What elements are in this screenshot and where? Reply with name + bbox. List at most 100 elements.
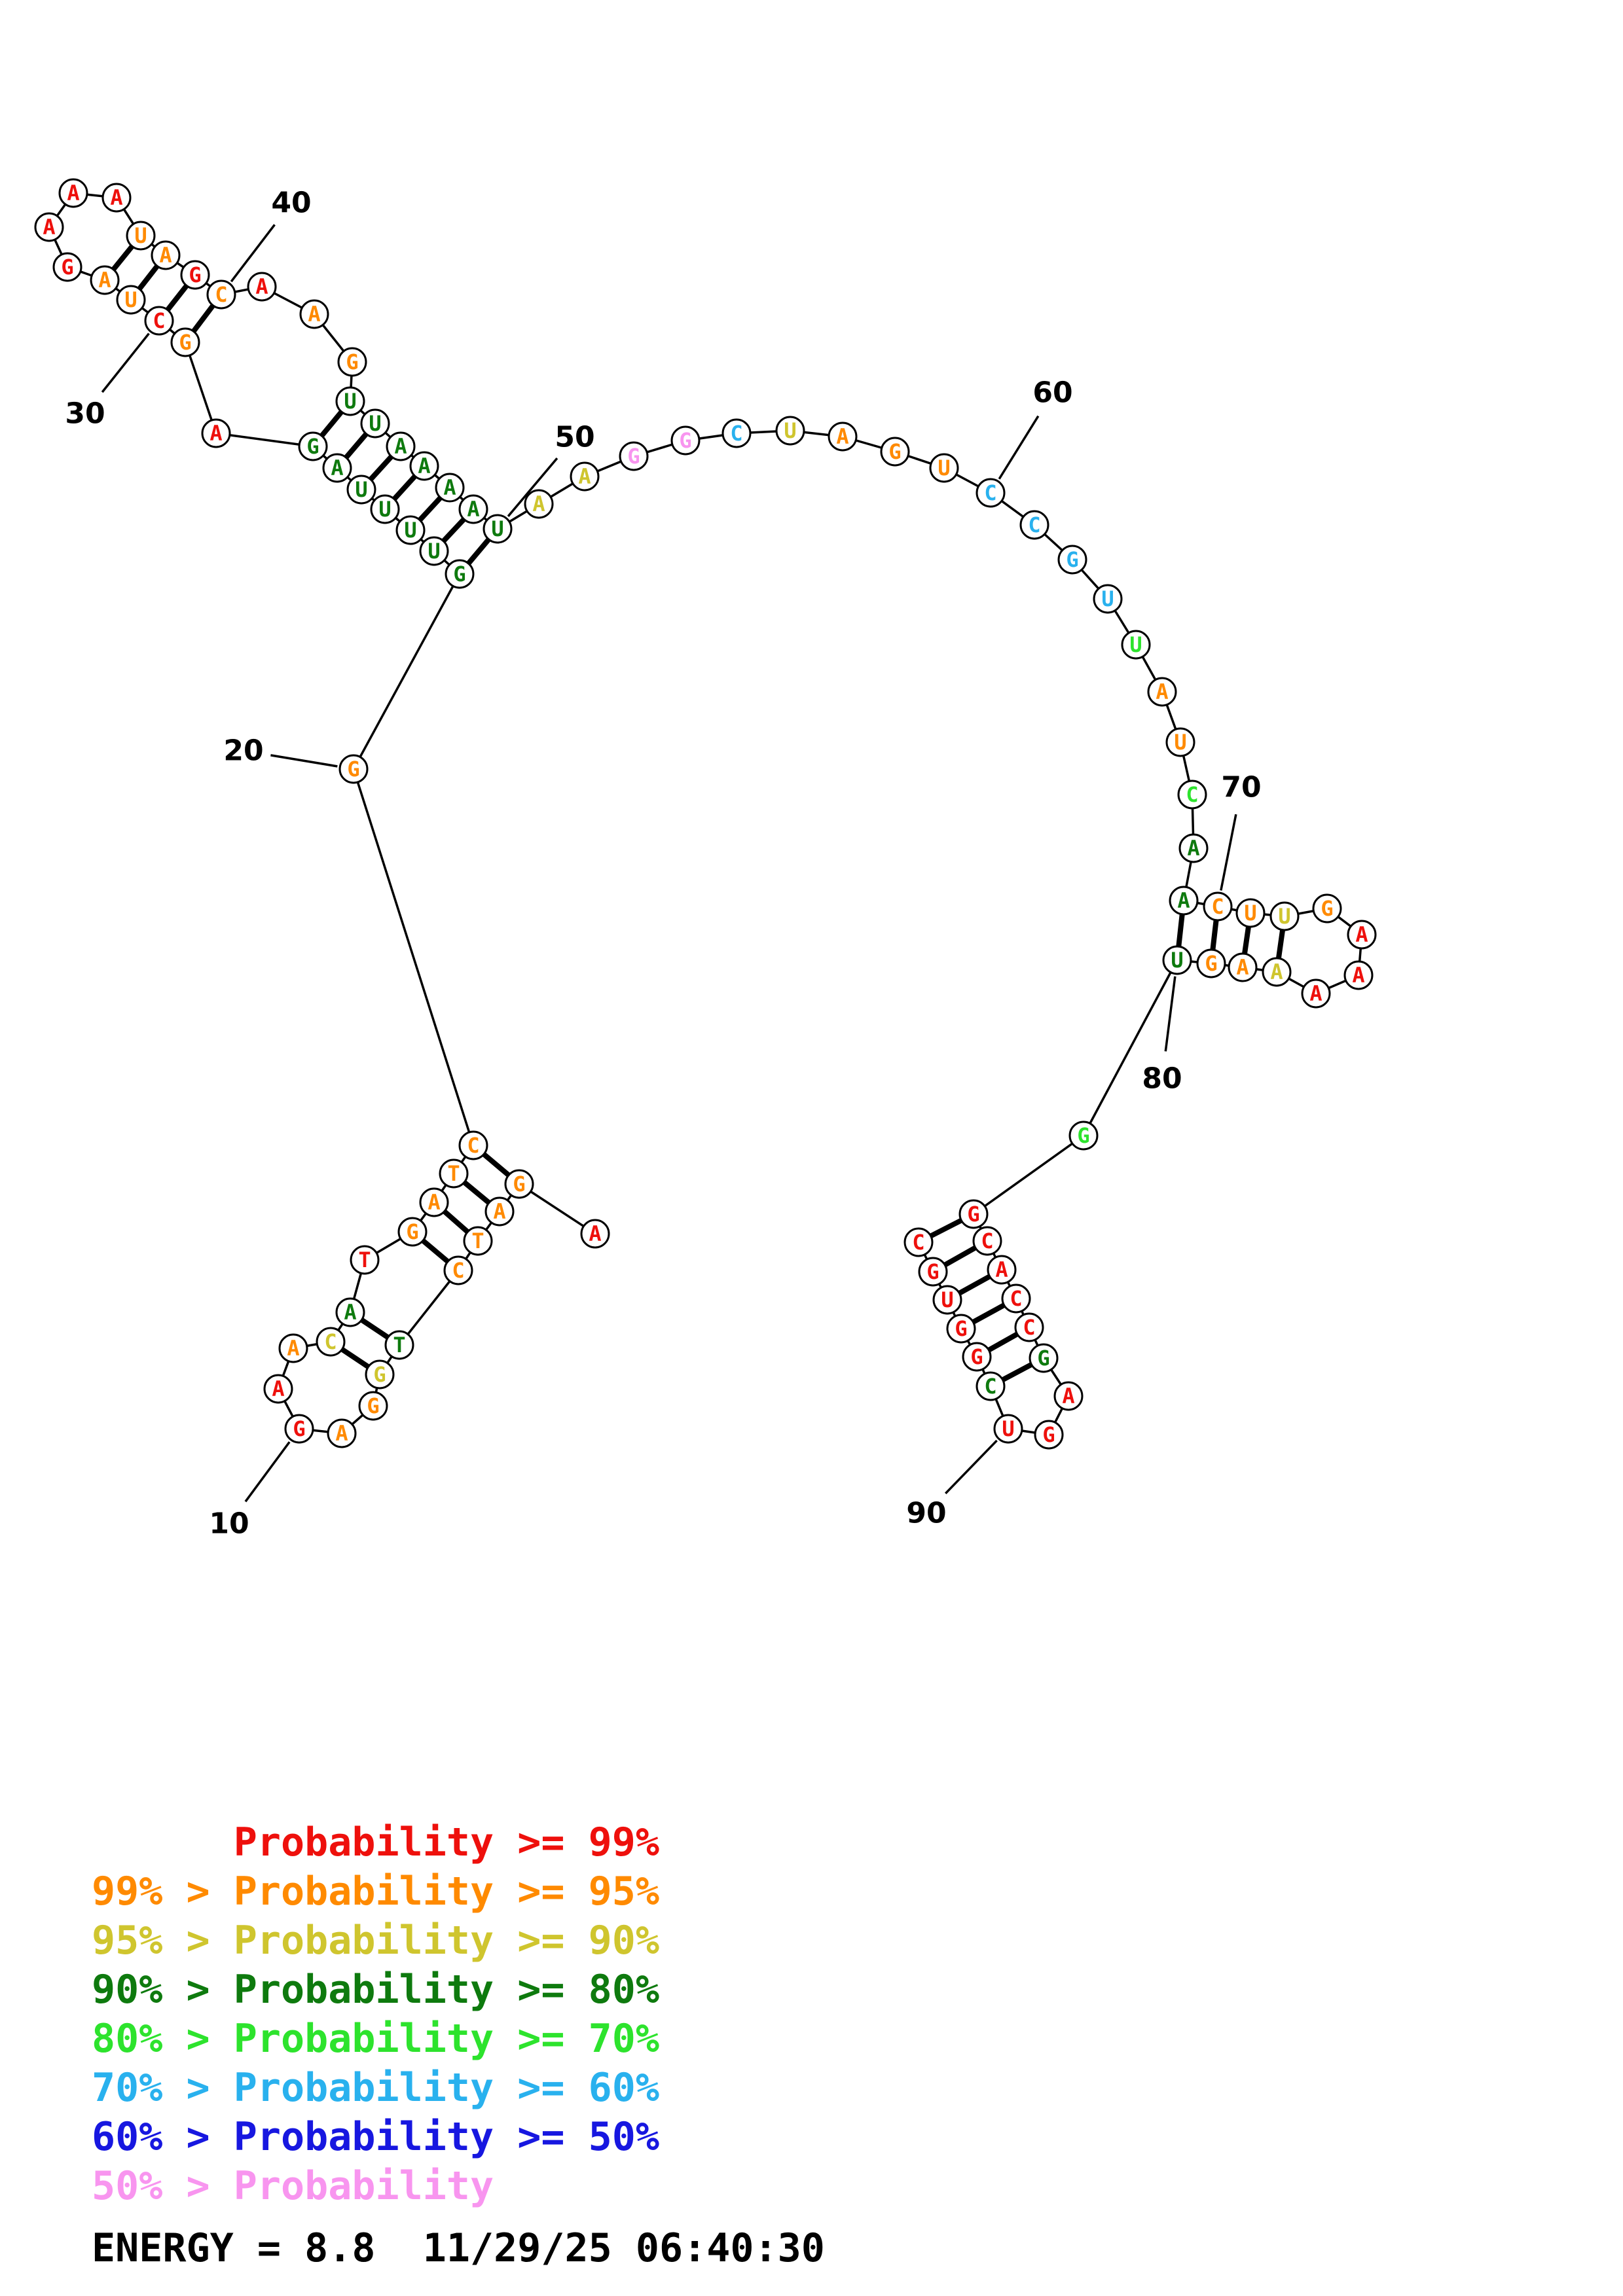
base-letter: A [287, 1336, 299, 1361]
backbone-layer [48, 192, 1363, 1436]
base-letter: G [189, 262, 201, 287]
base-letter: U [124, 287, 137, 312]
base-letter: A [344, 1300, 356, 1325]
base-letter: A [331, 456, 343, 480]
base-letter: G [955, 1316, 967, 1341]
base-letter: A [428, 1190, 440, 1215]
base-letter: G [967, 1202, 979, 1227]
base-circle [1235, 898, 1266, 928]
legend-line-plow: 50% > Probability [92, 2163, 494, 2209]
base-circle [504, 1169, 534, 1199]
backbone-bond [1082, 960, 1178, 1136]
base-letter: G [1042, 1422, 1055, 1447]
base-circle [335, 1297, 365, 1327]
base-circle [335, 386, 365, 416]
base-circle [775, 416, 805, 446]
base-letter: A [493, 1199, 505, 1224]
base-circle [458, 1130, 488, 1160]
base-letter: G [1077, 1123, 1089, 1148]
base-letter: A [1270, 960, 1283, 984]
energy-timestamp-line: ENERGY = 8.8 11/29/25 06:40:30 [92, 2225, 825, 2271]
position-label-line [244, 1441, 291, 1503]
base-circle [435, 473, 465, 503]
position-label: 70 [1221, 771, 1261, 804]
base-circle [397, 1217, 428, 1247]
base-circle [1053, 1381, 1084, 1411]
base-letter: A [110, 185, 122, 210]
legend-line-p99: Probability >= 99% [92, 1820, 659, 1865]
base-circle [483, 514, 513, 544]
base-circle [1165, 727, 1195, 757]
base-circle [346, 475, 376, 505]
base-circle [360, 408, 390, 439]
base-circle [34, 212, 64, 242]
base-circle [1312, 893, 1342, 924]
base-circle [350, 1245, 380, 1275]
base-circle [144, 306, 174, 336]
base-circle [1262, 957, 1292, 987]
base-circle [327, 1418, 357, 1448]
pair-bonds-layer [102, 234, 1287, 1389]
base-circle [263, 1374, 293, 1404]
position-label-line [944, 1439, 998, 1495]
base-letter: A [1355, 922, 1368, 947]
legend-line-p95: 99% > Probability >= 95% [92, 1869, 659, 1914]
base-letter: G [1205, 951, 1217, 976]
base-circle [670, 425, 701, 456]
base-circle [987, 1255, 1017, 1285]
legend-line-p80: 90% > Probability >= 80% [92, 1967, 659, 2013]
base-letter: C [1023, 1315, 1035, 1340]
base-letter: U [1278, 904, 1290, 929]
base-letter: A [335, 1421, 348, 1446]
base-letter: G [367, 1393, 379, 1418]
base-letter: C [324, 1329, 337, 1354]
position-label-line [998, 415, 1040, 480]
base-circle [298, 431, 328, 461]
base-circle [322, 453, 352, 483]
base-letter: U [355, 477, 367, 502]
base-letter: C [452, 1258, 464, 1283]
base-letter: A [1352, 963, 1364, 988]
base-circle [384, 1330, 414, 1360]
base-letter: C [912, 1230, 924, 1255]
base-letter: C [467, 1133, 479, 1158]
base-letter: C [1211, 894, 1224, 919]
base-circle [932, 1285, 962, 1315]
base-circle [1019, 510, 1049, 540]
base-circle [1169, 886, 1199, 916]
base-letter: U [1171, 948, 1183, 973]
base-letter: A [272, 1376, 284, 1401]
base-letter: A [159, 243, 172, 268]
base-letter: U [938, 456, 950, 480]
base-circle [993, 1414, 1023, 1444]
base-letter: G [179, 330, 191, 355]
base-circle [151, 240, 181, 270]
backbone-bond [352, 573, 461, 770]
backbone-bond [972, 1134, 1085, 1215]
base-letter: A [1309, 981, 1322, 1006]
base-letter: U [1244, 901, 1256, 925]
base-circle [1196, 948, 1226, 978]
base-letter: G [61, 255, 73, 279]
base-circle [828, 422, 858, 452]
base-circle [1014, 1312, 1044, 1342]
base-circle [524, 489, 554, 519]
base-letter: C [981, 1229, 993, 1253]
base-letter: T [358, 1247, 371, 1272]
base-circle [1177, 780, 1207, 810]
base-circle [419, 536, 449, 566]
base-letter: C [1028, 512, 1040, 537]
base-letter: G [346, 350, 358, 374]
base-letter: U [784, 418, 796, 443]
base-circle [580, 1219, 610, 1249]
base-letter: A [394, 434, 407, 459]
base-circle [619, 441, 649, 471]
base-circle [1121, 630, 1151, 660]
position-label-line [101, 332, 150, 393]
base-letter: C [215, 282, 227, 307]
base-letter: G [373, 1362, 386, 1387]
base-letter: U [378, 497, 391, 522]
base-circle [445, 559, 475, 589]
base-letter: C [153, 308, 165, 333]
base-circle [972, 1226, 1002, 1256]
